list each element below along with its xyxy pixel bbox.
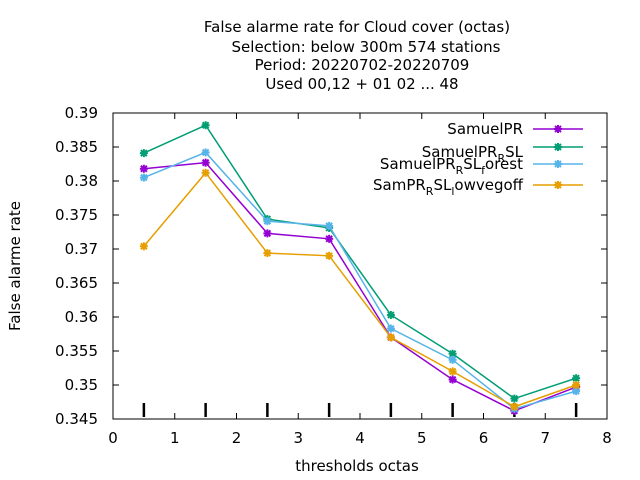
data-point <box>572 381 581 389</box>
x-tick-label: 3 <box>293 429 303 447</box>
marker-stroke <box>387 311 395 319</box>
data-point <box>510 402 519 411</box>
data-point <box>325 221 334 230</box>
data-point <box>448 349 457 358</box>
marker-stroke <box>510 394 519 403</box>
title-line-4: Used 00,12 + 01 02 ... 48 <box>265 75 458 93</box>
marker-stroke <box>572 374 580 382</box>
data-point <box>139 164 148 173</box>
marker-stroke <box>510 403 519 411</box>
data-point <box>201 168 210 177</box>
legend-swatch-marker <box>554 125 562 133</box>
y-tick-label: 0.36 <box>65 308 98 326</box>
marker-stroke <box>201 148 210 157</box>
data-point <box>201 148 210 157</box>
legend-swatch-marker <box>554 181 562 189</box>
y-axis-label: False alarme rate <box>6 201 24 331</box>
data-point <box>201 158 210 167</box>
marker-stroke <box>448 375 457 384</box>
series-layer <box>139 121 581 415</box>
x-tick-label: 0 <box>108 429 118 447</box>
marker-stroke <box>263 229 272 238</box>
x-tick-label: 2 <box>232 429 242 447</box>
data-point <box>201 121 210 130</box>
marker-stroke <box>140 173 148 182</box>
y-tick-label: 0.39 <box>65 104 98 122</box>
marker-stroke <box>201 121 210 129</box>
data-point <box>386 324 395 333</box>
marker-stroke <box>325 235 333 243</box>
series-4 <box>139 168 581 411</box>
marker-stroke <box>140 165 148 173</box>
y-tick-label: 0.37 <box>65 240 98 258</box>
x-tick-label: 7 <box>540 429 550 447</box>
data-point <box>510 394 519 403</box>
x-axis: 0 1 2 3 4 5 6 7 8 <box>108 113 612 447</box>
marker-stroke <box>554 125 562 133</box>
y-tick-label: 0.375 <box>55 206 98 224</box>
marker-stroke <box>448 350 457 358</box>
title-line-3: Period: 20220702-20220709 <box>255 56 470 74</box>
x-tick-label: 8 <box>602 429 612 447</box>
series-line <box>143 124 577 400</box>
y-tick-label: 0.365 <box>55 274 98 292</box>
data-point <box>325 234 334 243</box>
series-1 <box>139 158 581 415</box>
marker-stroke <box>554 181 562 189</box>
data-point <box>325 251 334 260</box>
marker-stroke <box>201 158 210 167</box>
series-line <box>143 171 577 408</box>
legend-swatch-marker <box>554 160 562 168</box>
chart-title: False alarme rate for Cloud cover (octas… <box>204 18 510 93</box>
marker-stroke <box>263 249 272 257</box>
data-point <box>263 217 272 226</box>
marker-stroke <box>387 324 395 333</box>
marker-stroke <box>387 333 395 342</box>
marker-stroke <box>554 160 562 168</box>
x-tick-label: 6 <box>479 429 489 447</box>
y-tick-label: 0.35 <box>65 376 98 394</box>
y-tick-label: 0.385 <box>55 138 98 156</box>
y-axis: 0.345 0.35 0.355 0.36 0.365 0.37 0.375 0.38 0.38… <box>55 104 607 428</box>
data-point <box>139 149 148 158</box>
data-point <box>448 375 457 384</box>
legend: SamuelPR SamuelPRRSL SamuelPRRSLforest S… <box>373 120 583 198</box>
data-point <box>263 229 272 238</box>
data-point <box>448 367 457 376</box>
x-tick-label: 1 <box>170 429 180 447</box>
legend-label-samuelpr: SamuelPR <box>447 120 523 138</box>
x-tick-label: 5 <box>417 429 427 447</box>
marker-stroke <box>325 252 333 260</box>
data-point <box>139 242 148 251</box>
marker-stroke <box>140 242 148 250</box>
data-point <box>572 374 581 383</box>
marker-stroke <box>554 143 562 151</box>
title-line-1: False alarme rate for Cloud cover (octas… <box>204 18 510 36</box>
series-line <box>143 161 577 412</box>
marker-stroke <box>572 387 580 395</box>
x-tick-label: 4 <box>355 429 365 447</box>
marker-stroke <box>448 356 457 364</box>
y-tick-label: 0.38 <box>65 172 98 190</box>
data-point <box>263 249 272 258</box>
marker-stroke <box>201 169 210 177</box>
y-tick-label: 0.345 <box>55 410 98 428</box>
marker-stroke <box>572 381 580 389</box>
marker-stroke <box>325 222 333 230</box>
marker-stroke <box>140 149 148 157</box>
plot-frame <box>112 112 608 420</box>
title-line-2: Selection: below 300m 574 stations <box>232 38 501 56</box>
x-axis-label: thresholds octas <box>295 457 419 475</box>
data-point <box>448 355 457 364</box>
data-point <box>386 333 395 342</box>
marker-stroke <box>263 217 272 225</box>
data-point <box>386 310 395 319</box>
legend-label-samuelpr-rsl-forest: SamuelPRRSLforest <box>380 155 523 177</box>
legend-label-sampr-rsl-lowvegoff: SamPRRSLlowvegoff <box>373 176 524 198</box>
data-point <box>139 173 148 182</box>
y-tick-label: 0.355 <box>55 342 98 360</box>
legend-swatch-marker <box>554 143 562 151</box>
marker-stroke <box>448 367 457 376</box>
